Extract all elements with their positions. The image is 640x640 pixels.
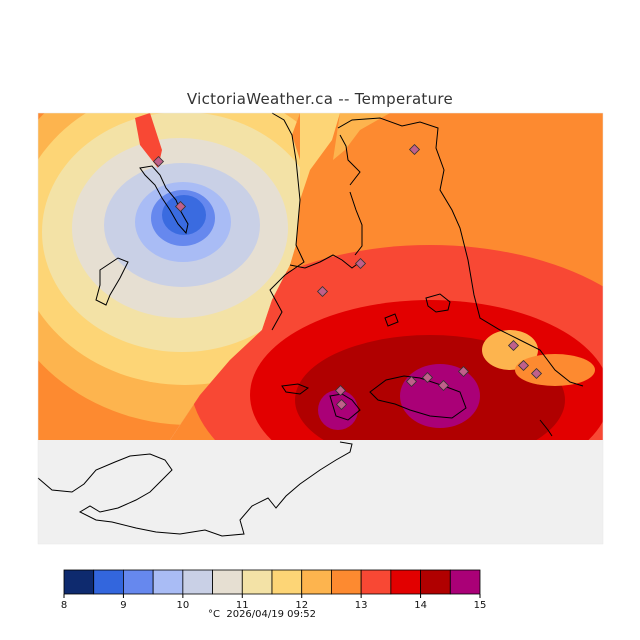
legend-tick-label: 8 [61,600,67,611]
legend-timestamp: 2026/04/19 09:52 [226,609,316,620]
station-marker[interactable] [437,379,450,392]
legend-colorbar [63,569,481,595]
weather-stations [152,143,543,411]
legend-bin-4 [182,569,213,595]
legend-bin-0 [63,569,95,595]
station-marker[interactable] [174,200,187,213]
station-marker[interactable] [335,398,348,411]
legend-bin-5 [212,569,243,595]
west-temperature-field [38,113,300,440]
legend-bin-8 [301,569,332,595]
coastlines [37,112,584,537]
station-marker[interactable] [517,359,530,372]
legend-bin-7 [271,569,303,595]
legend-unit: °C [208,609,220,620]
legend-bin-9 [331,569,362,595]
station-marker[interactable] [405,375,418,388]
legend-tick-label: 9 [120,600,126,611]
station-marker[interactable] [507,339,520,352]
station-marker[interactable] [530,367,543,380]
legend-tick-label: 13 [355,600,368,611]
legend-tick-label: 10 [176,600,189,611]
station-marker[interactable] [316,285,329,298]
legend-tick-label: 14 [414,600,427,611]
station-marker[interactable] [421,371,434,384]
station-marker[interactable] [152,155,165,168]
legend-ticks: 8 9 10 11 12 13 14 15 [61,594,487,611]
map-frame [37,112,604,545]
map-title: VictoriaWeather.ca -- Temperature [186,90,454,108]
station-marker[interactable] [408,143,421,156]
legend-tick-label: 11 [236,600,249,611]
station-marker[interactable] [334,384,347,397]
legend-bin-2 [123,569,154,595]
legend-bin-13 [449,569,481,595]
station-marker[interactable] [457,365,470,378]
legend-tick-label: 12 [295,600,308,611]
lower-water-area [38,440,603,544]
legend-caption: °C 2026/04/19 09:52 [208,609,316,620]
legend-bin-1 [93,569,124,595]
legend-tick-label: 15 [474,600,487,611]
legend-bin-10 [360,569,392,595]
legend-bin-3 [152,569,184,595]
station-marker[interactable] [354,257,367,270]
legend-bin-11 [390,569,421,595]
legend-bin-12 [420,569,451,595]
legend-bin-6 [241,569,273,595]
